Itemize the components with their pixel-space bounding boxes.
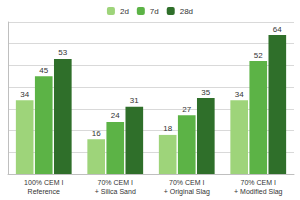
svg-text:52: 52 [254,51,263,60]
svg-text:31: 31 [130,96,139,105]
svg-text:+ Silica Sand: + Silica Sand [95,188,136,195]
svg-text:28d: 28d [180,7,193,16]
svg-text:16: 16 [92,129,101,138]
svg-text:70% CEM I: 70% CEM I [98,179,133,186]
svg-text:18: 18 [163,124,172,133]
svg-text:2d: 2d [120,7,129,16]
svg-text:34: 34 [20,90,29,99]
svg-text:Reference: Reference [28,188,60,195]
svg-text:53: 53 [58,48,67,57]
svg-text:45: 45 [39,66,48,75]
svg-text:7d: 7d [150,7,159,16]
svg-text:100% CEM I: 100% CEM I [24,179,63,186]
svg-text:+ Modified Slag: + Modified Slag [234,188,283,196]
svg-text:70% CEM I: 70% CEM I [169,179,204,186]
svg-text:27: 27 [182,105,191,114]
svg-text:34: 34 [235,90,244,99]
svg-text:64: 64 [273,25,282,34]
svg-text:70% CEM I: 70% CEM I [241,179,276,186]
svg-text:+ Original Slag: + Original Slag [164,188,210,196]
svg-text:24: 24 [111,111,120,120]
svg-text:35: 35 [201,88,210,97]
